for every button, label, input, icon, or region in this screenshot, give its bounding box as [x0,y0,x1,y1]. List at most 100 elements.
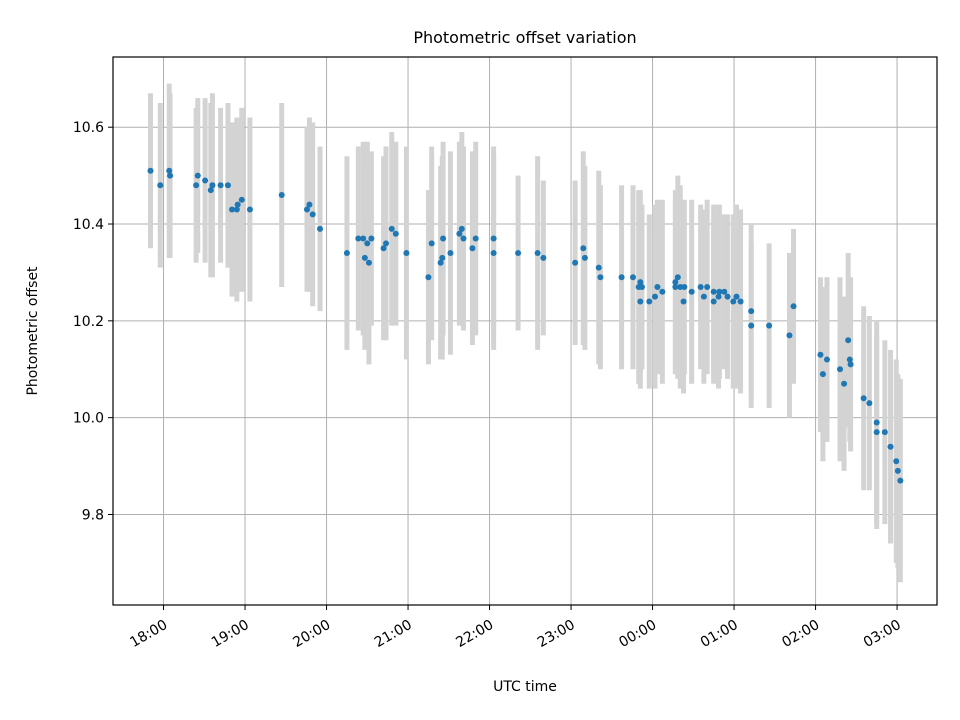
data-point [710,288,717,295]
data-point [629,274,636,281]
data-point [233,206,240,213]
data-point [846,356,853,363]
data-point [383,240,390,247]
data-point [873,419,880,426]
data-point [458,225,465,232]
data-point [246,206,253,213]
data-point [873,429,880,436]
x-axis-label: UTC time [493,679,557,695]
data-point [388,225,395,232]
data-point [637,298,644,305]
data-point [817,351,824,358]
data-point [540,254,547,261]
data-point [737,298,744,305]
data-point [748,308,755,315]
data-point [893,458,900,465]
data-point [766,322,773,329]
data-point [490,235,497,242]
data-point [897,477,904,484]
y-tick-label: 10.0 [73,411,104,427]
data-point [447,250,454,257]
data-point [440,235,447,242]
data-point [207,187,214,194]
data-point [715,293,722,300]
data-point [716,288,723,295]
data-point [581,254,588,261]
data-point [469,245,476,252]
data-point [638,283,645,290]
data-point [317,225,324,232]
data-point [425,274,432,281]
data-point [361,254,368,261]
data-point [819,371,826,378]
y-tick-label: 10.2 [73,314,104,330]
data-point [748,322,755,329]
data-point [309,211,316,218]
data-point [646,298,653,305]
data-point [721,288,728,295]
data-point [866,400,873,407]
data-point [697,283,704,290]
data-point [710,298,717,305]
data-point [343,250,350,257]
data-point [790,303,797,310]
data-point [403,250,410,257]
data-point [572,259,579,266]
data-point [847,361,854,368]
data-point [672,279,679,286]
data-point [860,395,867,402]
data-point [595,264,602,271]
data-point [490,250,497,257]
data-point [472,235,479,242]
data-point [654,283,661,290]
data-point [234,201,241,208]
data-point [157,182,164,189]
data-point [456,230,463,237]
data-point [651,293,658,300]
data-point [823,356,830,363]
data-point [278,191,285,198]
data-point [439,254,446,261]
data-point [209,182,216,189]
data-point [681,283,688,290]
data-point [193,182,200,189]
y-axis-label: Photometric offset [25,266,41,396]
data-point [534,250,541,257]
data-point [364,240,371,247]
data-point [894,467,901,474]
data-point [680,298,687,305]
data-point [228,206,235,213]
data-point [659,288,666,295]
data-point [303,206,310,213]
data-point [355,235,362,242]
data-point [672,283,679,290]
y-tick-label: 10.4 [73,217,104,233]
plot-frame [112,56,938,606]
data-points [147,167,904,484]
data-point [392,230,399,237]
data-point [360,235,367,242]
data-point [733,293,740,300]
data-point [674,274,681,281]
data-point [887,443,894,450]
data-point [238,196,245,203]
data-point [368,235,375,242]
chart-title: Photometric offset variation [413,28,636,47]
data-point [217,182,224,189]
data-point [841,380,848,387]
data-point [224,182,231,189]
data-point [881,429,888,436]
y-axis: 9.8 10.0 10.2 10.4 10.6 [73,120,113,523]
data-point [166,167,173,174]
data-point [845,337,852,344]
data-point [306,201,313,208]
y-tick-label: 9.8 [82,507,104,523]
data-point [428,240,435,247]
data-point [700,293,707,300]
data-point [597,274,604,281]
data-point [167,172,174,179]
data-point [724,293,731,300]
data-point [688,288,695,295]
data-point [437,259,444,266]
